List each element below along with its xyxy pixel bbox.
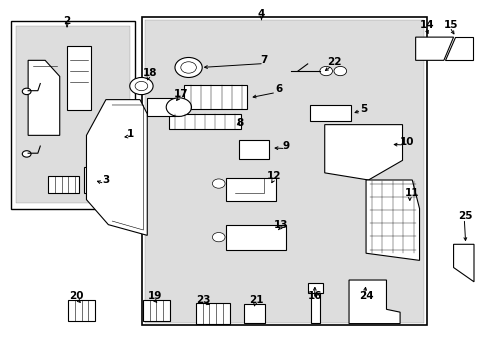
Polygon shape [366,180,419,260]
Polygon shape [183,85,246,109]
Text: 14: 14 [419,19,433,30]
Circle shape [212,233,224,242]
Text: 15: 15 [443,19,457,30]
Text: 9: 9 [282,141,289,151]
Text: 17: 17 [174,89,188,99]
Polygon shape [225,225,285,249]
FancyBboxPatch shape [84,167,111,193]
FancyBboxPatch shape [147,98,179,116]
Circle shape [333,66,346,76]
Text: 5: 5 [359,104,366,113]
FancyBboxPatch shape [142,18,426,325]
Text: 23: 23 [196,295,210,305]
Circle shape [319,66,332,76]
Polygon shape [453,244,473,282]
FancyBboxPatch shape [196,303,229,324]
Text: 11: 11 [404,188,419,198]
Circle shape [175,58,202,77]
Text: 6: 6 [274,84,282,94]
FancyBboxPatch shape [238,140,268,158]
Text: 20: 20 [69,291,84,301]
Polygon shape [444,37,472,60]
FancyBboxPatch shape [169,114,241,129]
Text: 3: 3 [102,175,109,185]
Text: 21: 21 [249,295,264,305]
FancyBboxPatch shape [309,105,351,121]
Text: 10: 10 [399,138,414,148]
FancyBboxPatch shape [68,300,95,321]
Text: 1: 1 [126,129,134,139]
Polygon shape [28,60,60,135]
Circle shape [181,62,196,73]
FancyBboxPatch shape [11,21,135,208]
Polygon shape [415,37,453,60]
FancyBboxPatch shape [310,293,320,323]
Polygon shape [67,46,91,111]
Circle shape [22,88,31,95]
Circle shape [135,81,147,91]
Text: 22: 22 [326,57,341,67]
Text: 12: 12 [266,171,280,181]
FancyBboxPatch shape [144,20,424,323]
Circle shape [129,77,153,95]
FancyBboxPatch shape [244,304,264,323]
FancyBboxPatch shape [16,26,130,203]
FancyBboxPatch shape [47,176,79,193]
Text: 13: 13 [273,220,287,230]
Polygon shape [324,125,402,180]
Text: 19: 19 [147,291,162,301]
Polygon shape [86,100,147,235]
Text: 25: 25 [458,211,472,221]
Text: 8: 8 [236,118,243,128]
Text: 4: 4 [257,9,264,19]
FancyBboxPatch shape [307,283,323,293]
Text: 16: 16 [307,291,322,301]
Circle shape [166,98,191,116]
Text: 24: 24 [358,291,373,301]
Polygon shape [225,178,276,202]
Circle shape [22,151,31,157]
Text: 2: 2 [63,16,70,26]
FancyBboxPatch shape [143,300,170,321]
Text: 18: 18 [142,68,157,78]
Circle shape [212,179,224,188]
Text: 7: 7 [260,55,267,65]
Polygon shape [348,280,399,324]
